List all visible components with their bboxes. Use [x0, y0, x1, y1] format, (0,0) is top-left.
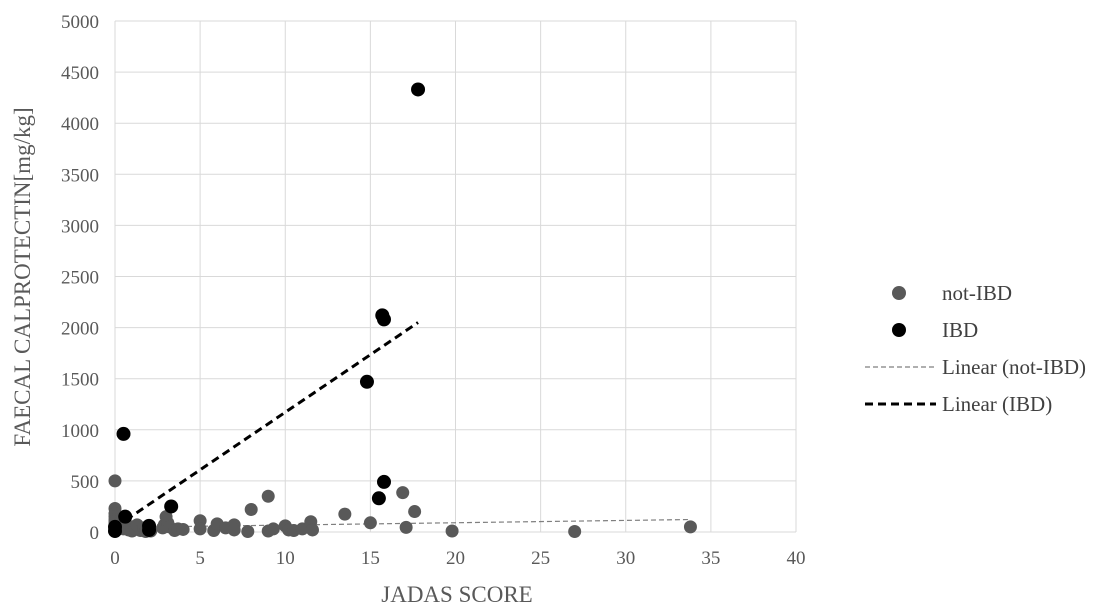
not-ibd-point — [399, 520, 413, 534]
not-ibd-point — [108, 474, 122, 488]
legend-marker-swatch — [892, 286, 906, 300]
ibd-point — [371, 491, 386, 506]
ibd-point — [376, 312, 391, 327]
y-tick-label: 500 — [71, 472, 100, 493]
not-ibd-point — [683, 520, 697, 534]
y-axis-title: FAECAL CALPROTECTIN[mg/kg] — [10, 107, 35, 446]
y-tick-label: 3500 — [61, 165, 99, 186]
y-tick-label: 1000 — [61, 421, 99, 442]
not-ibd-point — [176, 522, 190, 536]
y-tick-label: 3000 — [61, 216, 99, 237]
gridlines — [114, 20, 797, 533]
ibd-trendline — [114, 321, 419, 529]
y-tick-label: 1500 — [61, 370, 99, 391]
data-points — [108, 82, 697, 538]
not-ibd-point — [227, 523, 241, 537]
legend: not-IBD IBD Linear (not-IBD) Linear (IBD) — [865, 281, 1086, 416]
not-ibd-point — [241, 524, 255, 538]
legend-label: not-IBD — [942, 281, 1012, 305]
x-tick-label: 20 — [446, 548, 465, 569]
ibd-point — [118, 509, 133, 524]
x-tick-label: 5 — [195, 548, 205, 569]
not-ibd-point — [568, 524, 582, 538]
y-tick-label: 2000 — [61, 319, 99, 340]
y-tick-label: 4500 — [61, 63, 99, 84]
ibd-point — [116, 426, 131, 441]
ibd-point — [411, 82, 426, 97]
y-tick-label: 4000 — [61, 114, 99, 135]
y-axis-ticks: 0 500 1000 1500 2000 2500 3000 3500 4000 4500 5000 — [61, 12, 99, 544]
not-ibd-point — [295, 522, 309, 536]
ibd-point — [142, 522, 157, 537]
not-ibd-point — [396, 486, 410, 500]
ibd-point — [164, 499, 179, 514]
not-ibd-point — [266, 522, 280, 536]
x-tick-label: 15 — [361, 548, 380, 569]
x-tick-label: 35 — [701, 548, 720, 569]
not-ibd-point — [193, 522, 207, 536]
legend-label: Linear (IBD) — [942, 392, 1052, 416]
y-tick-label: 2500 — [61, 268, 99, 289]
x-axis-ticks: 0 5 10 15 20 25 30 35 40 — [110, 548, 805, 569]
legend-label: Linear (not-IBD) — [942, 355, 1086, 379]
not-ibd-point — [305, 523, 319, 537]
x-tick-label: 30 — [616, 548, 635, 569]
not-ibd-point — [363, 516, 377, 530]
not-ibd-point — [338, 507, 352, 521]
ibd-point — [376, 474, 391, 489]
x-tick-label: 40 — [787, 548, 806, 569]
x-tick-label: 10 — [276, 548, 295, 569]
x-axis-title: JADAS SCORE — [381, 582, 532, 607]
not-ibd-point — [445, 524, 459, 538]
y-tick-label: 0 — [90, 523, 100, 544]
trendlines — [114, 321, 691, 529]
not-ibd-point — [244, 503, 258, 517]
ibd-point — [359, 374, 374, 389]
legend-label: IBD — [942, 318, 978, 342]
ibd-point — [108, 523, 122, 538]
x-tick-label: 25 — [531, 548, 550, 569]
not-ibd-point — [261, 489, 275, 503]
x-tick-label: 0 — [110, 548, 120, 569]
not-ibd-point — [408, 505, 422, 519]
y-tick-label: 5000 — [61, 12, 99, 33]
legend-marker-swatch — [892, 323, 906, 337]
